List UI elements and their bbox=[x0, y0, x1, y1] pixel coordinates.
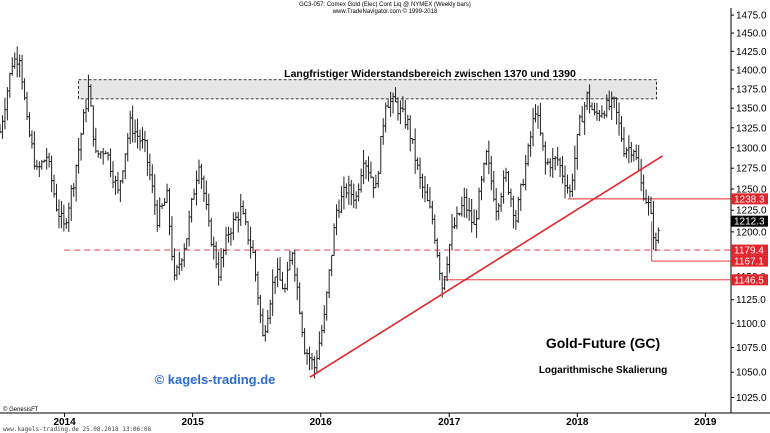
y-tick-label: 1050.0 bbox=[736, 368, 767, 379]
y-tick-label: 1225.0 bbox=[736, 206, 767, 217]
x-tick-label: 2014 bbox=[53, 417, 76, 428]
x-tick-label: 2018 bbox=[566, 417, 589, 428]
y-tick-label: 1250.0 bbox=[736, 185, 767, 196]
price-label-text: 1238.3 bbox=[734, 194, 765, 205]
y-tick-label: 1400.0 bbox=[736, 65, 767, 76]
price-label-box bbox=[731, 244, 768, 256]
y-tick-label: 1450.0 bbox=[736, 29, 767, 40]
time-axis: 2014 2015 2016 2017 2018 2019 bbox=[53, 413, 717, 428]
price-label-box bbox=[731, 255, 768, 267]
y-tick-label: 1350.0 bbox=[736, 104, 767, 115]
price-label-box bbox=[731, 193, 768, 205]
price-label-box bbox=[731, 215, 768, 227]
y-tick-label: 1025.0 bbox=[736, 393, 767, 404]
reference-lines bbox=[64, 198, 731, 281]
price-axis: 1025.01050.01075.01100.01125.01150.01175… bbox=[731, 11, 767, 404]
y-tick-label: 1275.0 bbox=[736, 164, 767, 175]
y-tick-label: 1300.0 bbox=[736, 143, 767, 154]
y-tick-label: 1375.0 bbox=[736, 84, 767, 95]
x-tick-label: 2019 bbox=[694, 417, 717, 428]
uptrend-line bbox=[309, 155, 663, 378]
genesis-credit: © GenesisFT bbox=[3, 406, 39, 413]
x-tick-label: 2015 bbox=[182, 417, 205, 428]
price-label-text: 1179.4 bbox=[734, 246, 764, 257]
x-tick-label: 2016 bbox=[310, 417, 333, 428]
price-bar bbox=[656, 227, 660, 244]
price-label-text: 1146.5 bbox=[734, 275, 764, 286]
chart-header-line1: GC3-057: Comex Gold (Elec) Cont Liq @ NY… bbox=[299, 2, 471, 8]
y-tick-label: 1475.0 bbox=[736, 11, 767, 22]
y-tick-label: 1075.0 bbox=[736, 343, 767, 354]
y-tick-label: 1325.0 bbox=[736, 123, 767, 134]
watermark: © kagels-trading.de bbox=[155, 372, 276, 387]
chart-title: Gold-Future (GC) bbox=[546, 335, 660, 351]
chart-header-line2: www.TradeNavigator.com © 1999-2018 bbox=[332, 8, 438, 15]
price-label-text: 1212.3 bbox=[734, 217, 765, 228]
y-tick-label: 1200.0 bbox=[736, 227, 767, 238]
price-bars bbox=[0, 46, 660, 379]
y-tick-label: 1100.0 bbox=[736, 319, 766, 330]
resistance-zone bbox=[78, 79, 658, 100]
footer-timestamp: www.kagels-trading.de 25.08.2018 13:06:0… bbox=[3, 426, 151, 433]
y-tick-label: 1125.0 bbox=[736, 295, 766, 306]
price-label-box bbox=[731, 274, 768, 286]
resistance-zone-label: Langfristiger Widerstandsbereich zwische… bbox=[284, 68, 576, 80]
price-label-text: 1167.1 bbox=[734, 257, 764, 268]
y-tick-label: 1425.0 bbox=[736, 47, 767, 58]
chart-subtitle: Logarithmische Skalierung bbox=[539, 365, 667, 376]
x-tick-label: 2017 bbox=[438, 417, 461, 428]
